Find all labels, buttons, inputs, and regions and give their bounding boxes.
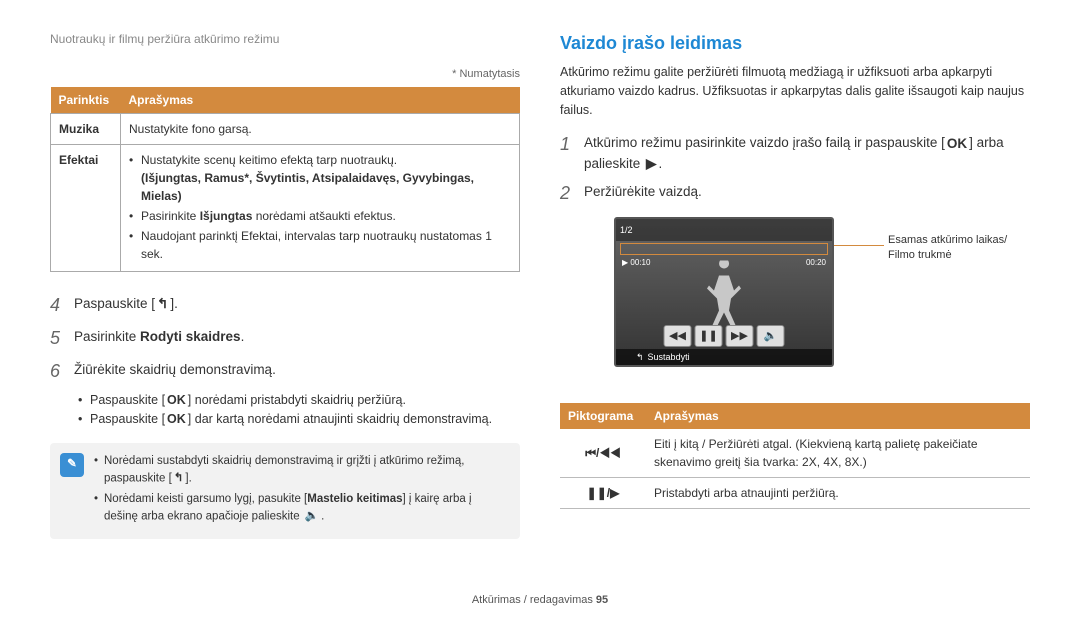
step4-text: Paspauskite [↰]. [74, 292, 178, 315]
step1-text: Atkūrimo režimu pasirinkite vaizdo įrašo… [584, 131, 1030, 174]
ok-icon: OK [165, 410, 188, 429]
pictogram-table: Piktograma Aprašymas ⏮/◀◀ Eiti į kitą / … [560, 403, 1030, 509]
counter: 1/2 [620, 224, 633, 238]
efektai-bul1: Nustatykite scenų keitimo efektą tarp nu… [129, 151, 511, 205]
default-note: * Numatytasis [50, 66, 520, 83]
step6-text: Žiūrėkite skaidrių demonstravimą. [74, 358, 276, 380]
pause-button[interactable]: ❚❚ [695, 325, 723, 347]
options-table: Parinktis Aprašymas Muzika Nustatykite f… [50, 87, 520, 272]
callout-line [834, 245, 884, 246]
sub1: Paspauskite [OK] norėdami pristabdyti sk… [78, 391, 520, 410]
step6-num: 6 [50, 358, 74, 385]
rewind-button[interactable]: ◀◀ [664, 325, 692, 347]
efektai-bul2: Pasirinkite Išjungtas norėdami atšaukti … [129, 207, 511, 225]
right-column: Vaizdo įrašo leidimas Atkūrimo režimu ga… [560, 30, 1030, 570]
cell-muzika: Muzika [51, 113, 121, 144]
ok-icon: OK [945, 134, 969, 154]
forward-button[interactable]: ▶▶ [726, 325, 754, 347]
th-desc: Aprašymas [121, 87, 520, 114]
dancer-silhouette [699, 261, 749, 331]
callout-text: Esamas atkūrimo laikas/Filmo trukmė [888, 233, 1007, 262]
player-controls: ◀◀ ❚❚ ▶▶ 🔈 [664, 325, 785, 347]
step5-num: 5 [50, 325, 74, 352]
th-option: Parinktis [51, 87, 121, 114]
step6-subs: Paspauskite [OK] norėdami pristabdyti sk… [50, 391, 520, 429]
back-icon: ↰ [155, 294, 170, 314]
time-total: 00:20 [806, 257, 826, 269]
step2-num: 2 [560, 180, 584, 207]
step5-text: Pasirinkite Rodyti skaidres. [74, 325, 244, 347]
video-player: 1/2 ▶ 00:10 00:20 ◀◀ ❚❚ ▶▶ 🔈 ↰ [614, 217, 834, 367]
note2: Norėdami keisti garsumo lygį, pasukite [… [94, 491, 508, 526]
note1: Norėdami sustabdyti skaidrių demonstravi… [94, 453, 508, 488]
back-icon: ↰ [636, 351, 644, 365]
section-title: Vaizdo įrašo leidimas [560, 30, 1030, 57]
left-column: Nuotraukų ir filmų peržiūra atkūrimo rež… [50, 30, 520, 570]
steps-left: 4 Paspauskite [↰]. 5 Pasirinkite Rodyti … [50, 292, 520, 539]
player-top-bar: 1/2 [616, 219, 832, 241]
cell-efektai: Efektai [51, 144, 121, 271]
page-number: 95 [596, 594, 608, 606]
speaker-icon: 🔈 [303, 508, 321, 525]
video-area: 1/2 ▶ 00:10 00:20 ◀◀ ❚❚ ▶▶ 🔈 ↰ [614, 217, 1030, 387]
sub2: Paspauskite [OK] dar kartą norėdami atna… [78, 410, 520, 429]
picto-pause: ❚❚/▶ [560, 478, 646, 509]
stop-bar: ↰ Sustabdyti [616, 349, 832, 365]
note-icon: ✎ [60, 453, 84, 477]
efektai-bul3: Naudojant parinktį Efektai, intervalas t… [129, 227, 511, 263]
page-header: Nuotraukų ir filmų peržiūra atkūrimo rež… [50, 30, 520, 48]
ok-icon: OK [165, 391, 188, 410]
note-box: ✎ Norėdami sustabdyti skaidrių demonstra… [50, 443, 520, 539]
step4-num: 4 [50, 292, 74, 319]
step1-num: 1 [560, 131, 584, 158]
th-picto: Piktograma [560, 403, 646, 429]
page-footer: Atkūrimas / redagavimas 95 [0, 590, 1080, 609]
picto-pause-desc: Pristabdyti arba atnaujinti peržiūrą. [646, 478, 1030, 509]
play-circle-icon: ▶ [644, 154, 658, 174]
cell-efektai-desc: Nustatykite scenų keitimo efektą tarp nu… [121, 144, 520, 271]
time-highlight [620, 243, 828, 255]
volume-button[interactable]: 🔈 [757, 325, 785, 347]
picto-skip-desc: Eiti į kitą / Peržiūrėti atgal. (Kiekvie… [646, 429, 1030, 478]
th-picto-desc: Aprašymas [646, 403, 1030, 429]
picto-skip: ⏮/◀◀ [560, 429, 646, 478]
step2-text: Peržiūrėkite vaizdą. [584, 180, 702, 202]
cell-muzika-desc: Nustatykite fono garsą. [121, 113, 520, 144]
intro-text: Atkūrimo režimu galite peržiūrėti filmuo… [560, 63, 1030, 119]
back-icon: ↰ [172, 470, 186, 487]
time-elapsed: ▶ 00:10 [622, 257, 650, 269]
